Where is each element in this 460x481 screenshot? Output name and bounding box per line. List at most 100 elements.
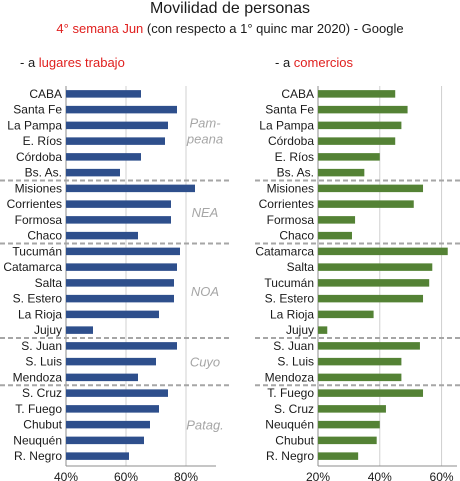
bar-1-12 (318, 279, 430, 287)
category-label-0-1: Santa Fe (13, 103, 62, 117)
category-label-0-10: Tucumán (12, 244, 62, 258)
category-label-0-5: Bs. As. (25, 166, 62, 180)
bar-1-13 (318, 294, 424, 303)
bar-0-1 (66, 105, 177, 114)
category-label-1-22: Chubut (275, 433, 314, 447)
bar-1-3 (318, 137, 396, 145)
subtitle-rest: (con respecto a 1° quinc mar 2020) - Goo… (143, 21, 404, 36)
bar-1-6 (318, 184, 424, 193)
bar-0-22 (66, 436, 144, 445)
bar-1-18 (318, 373, 402, 382)
bar-1-11 (318, 263, 433, 271)
category-label-0-16: S. Juan (21, 339, 62, 353)
bar-1-1 (318, 105, 408, 114)
category-label-0-20: T. Fuego (15, 402, 62, 416)
category-label-1-20: S. Cruz (274, 402, 314, 416)
bar-0-10 (66, 247, 180, 256)
x-tick-label-0-2: 80% (174, 470, 198, 481)
subtitle-highlight: 4° semana Jun (56, 21, 144, 36)
category-label-1-4: E. Ríos (275, 150, 314, 164)
x-tick-label-0-1: 60% (114, 470, 138, 481)
bar-0-14 (66, 310, 159, 319)
category-label-1-7: Corrientes (259, 197, 314, 211)
category-label-1-17: S. Luis (277, 355, 314, 369)
x-tick-label-1-2: 60% (430, 470, 454, 481)
bar-0-6 (66, 184, 195, 193)
x-tick-label-1-0: 20% (306, 470, 330, 481)
bar-1-19 (318, 389, 424, 397)
right-panel-title: - a comercios (275, 55, 353, 70)
bar-1-7 (318, 200, 414, 208)
category-label-0-23: R. Negro (14, 449, 62, 463)
category-label-1-5: Bs. As. (277, 166, 314, 180)
category-label-0-11: Catamarca (3, 260, 62, 274)
category-label-1-10: Catamarca (255, 244, 314, 258)
chart-title: Movilidad de personas (149, 0, 311, 17)
category-label-0-7: Corrientes (7, 197, 62, 211)
bar-0-9 (66, 231, 138, 240)
bar-1-5 (318, 168, 365, 177)
bar-0-13 (66, 294, 174, 303)
bar-0-17 (66, 357, 156, 366)
bar-0-12 (66, 279, 174, 287)
region-label-3: Cuyo (190, 355, 220, 370)
bar-0-2 (66, 121, 168, 130)
category-label-1-15: Jujuy (286, 323, 314, 337)
bar-0-20 (66, 405, 159, 413)
category-label-0-19: S. Cruz (22, 386, 62, 400)
bar-1-23 (318, 452, 359, 460)
region-label-4: Patag. (186, 418, 224, 433)
bar-0-3 (66, 137, 165, 145)
bar-1-22 (318, 436, 377, 445)
right-panel-title-text: comercios (293, 55, 354, 70)
bar-0-5 (66, 168, 120, 177)
region-label-0-line2: peana (186, 131, 223, 146)
category-label-0-22: Neuquén (13, 433, 62, 447)
region-label-0: Pam- (189, 115, 221, 130)
bar-0-21 (66, 420, 150, 429)
right-panel-prefix: - a (275, 55, 294, 70)
bar-1-2 (318, 121, 402, 130)
category-label-0-13: S. Estero (13, 292, 63, 306)
category-label-1-18: Mendoza (265, 370, 315, 384)
category-label-1-2: La Pampa (259, 118, 314, 132)
category-label-0-17: S. Luis (25, 355, 62, 369)
category-label-1-0: CABA (281, 87, 314, 101)
bar-0-23 (66, 452, 129, 460)
bar-1-16 (318, 342, 420, 350)
region-label-2: NOA (191, 284, 219, 299)
bar-1-9 (318, 231, 352, 240)
bar-0-4 (66, 153, 141, 161)
category-label-1-9: Chaco (279, 229, 314, 243)
category-label-1-6: Misiones (267, 181, 314, 195)
category-label-1-12: Tucumán (264, 276, 314, 290)
bar-1-20 (318, 405, 386, 413)
category-label-0-6: Misiones (15, 181, 62, 195)
bar-1-21 (318, 420, 380, 429)
category-label-0-14: La Rioja (18, 307, 62, 321)
bar-1-15 (318, 326, 328, 334)
category-label-1-23: R. Negro (266, 449, 314, 463)
chart-subtitle: 4° semana Jun (con respecto a 1° quinc m… (0, 21, 460, 36)
bar-1-8 (318, 216, 356, 224)
bar-1-17 (318, 357, 402, 366)
left-panel-title: - a lugares trabajo (20, 55, 125, 70)
region-label-1: NEA (192, 205, 219, 220)
x-tick-label-0-0: 40% (54, 470, 78, 481)
category-label-1-1: Santa Fe (265, 103, 314, 117)
category-label-1-14: La Rioja (270, 307, 314, 321)
bar-0-16 (66, 342, 177, 350)
category-label-1-16: S. Juan (273, 339, 314, 353)
bar-0-8 (66, 216, 171, 224)
bar-0-15 (66, 326, 93, 334)
category-label-0-8: Formosa (15, 213, 63, 227)
bar-1-4 (318, 153, 380, 161)
category-label-0-18: Mendoza (13, 370, 63, 384)
bar-0-0 (66, 90, 141, 98)
bar-0-11 (66, 263, 177, 271)
left-panel-prefix: - a (20, 55, 39, 70)
category-label-0-3: E. Ríos (23, 134, 62, 148)
bar-0-18 (66, 373, 138, 382)
category-label-1-21: Neuquén (265, 418, 314, 432)
